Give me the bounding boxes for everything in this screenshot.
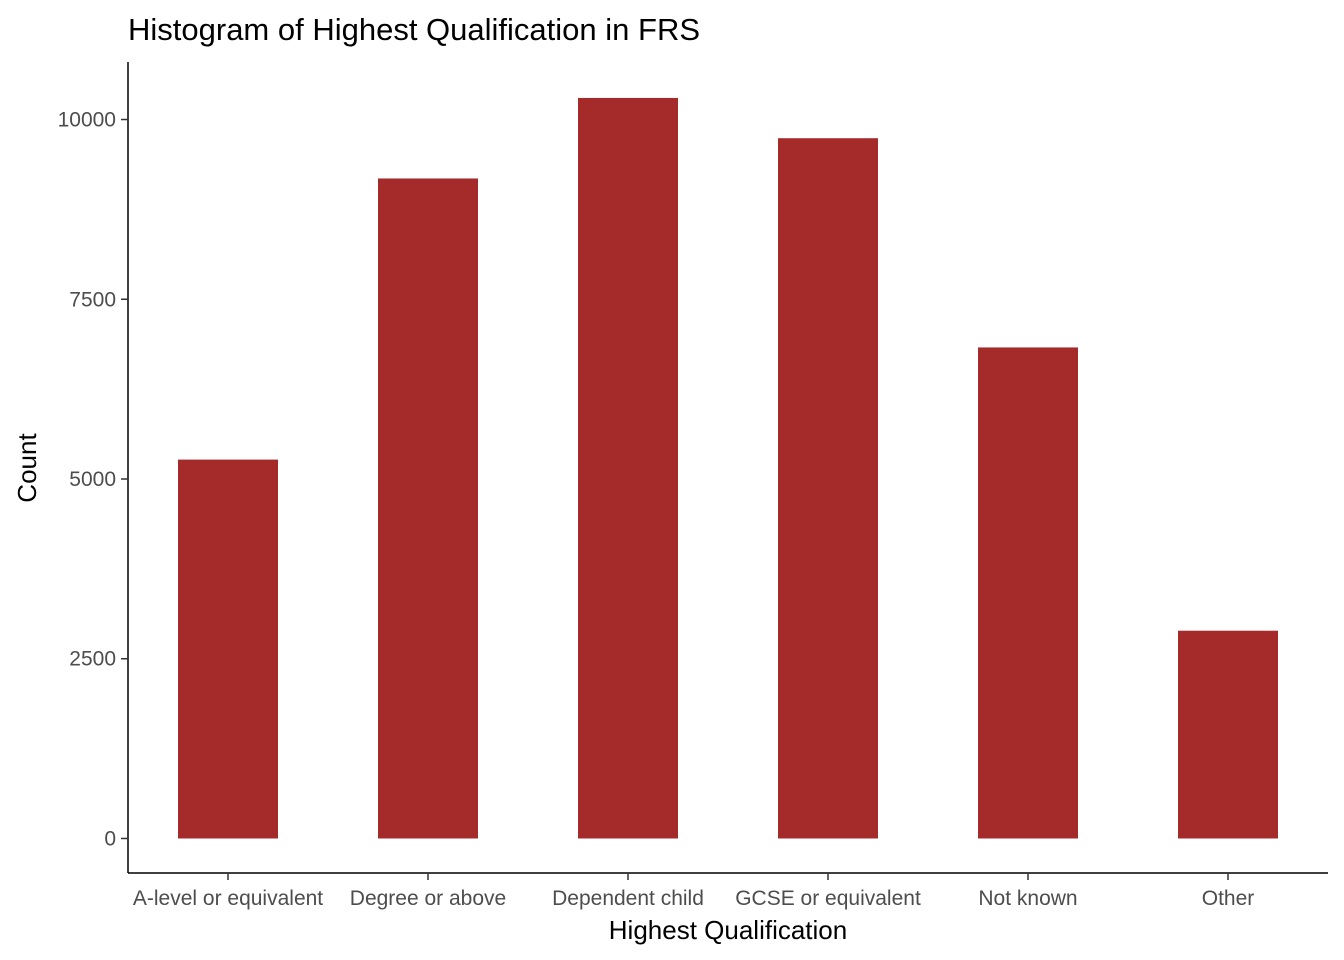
y-tick-label: 5000 — [69, 468, 116, 491]
y-tick-label: 10000 — [58, 109, 116, 132]
x-tick-label: Other — [1202, 887, 1255, 910]
x-tick-label: A-level or equivalent — [133, 887, 323, 910]
x-tick-label: Not known — [978, 887, 1077, 910]
bar-0 — [178, 459, 278, 839]
chart-title: Histogram of Highest Qualification in FR… — [128, 12, 700, 47]
x-tick-label: Degree or above — [350, 887, 506, 910]
x-axis-title: Highest Qualification — [609, 915, 847, 945]
bar-4 — [978, 347, 1078, 839]
x-tick-label: Dependent child — [552, 887, 704, 910]
bar-1 — [378, 178, 478, 839]
y-tick-label: 0 — [104, 827, 116, 850]
bar-2 — [578, 97, 678, 839]
x-tick-label: GCSE or equivalent — [735, 887, 921, 910]
y-axis-title: Count — [12, 433, 42, 503]
y-tick-label: 2500 — [69, 648, 116, 671]
x-axis-ticks: A-level or equivalent Degree or above Depe… — [133, 873, 1254, 910]
y-tick-label: 7500 — [69, 288, 116, 311]
bar-5 — [1178, 630, 1278, 839]
bars — [178, 97, 1278, 839]
y-axis-ticks: 0 2500 5000 7500 10000 — [58, 109, 128, 850]
bar-3 — [778, 138, 878, 839]
